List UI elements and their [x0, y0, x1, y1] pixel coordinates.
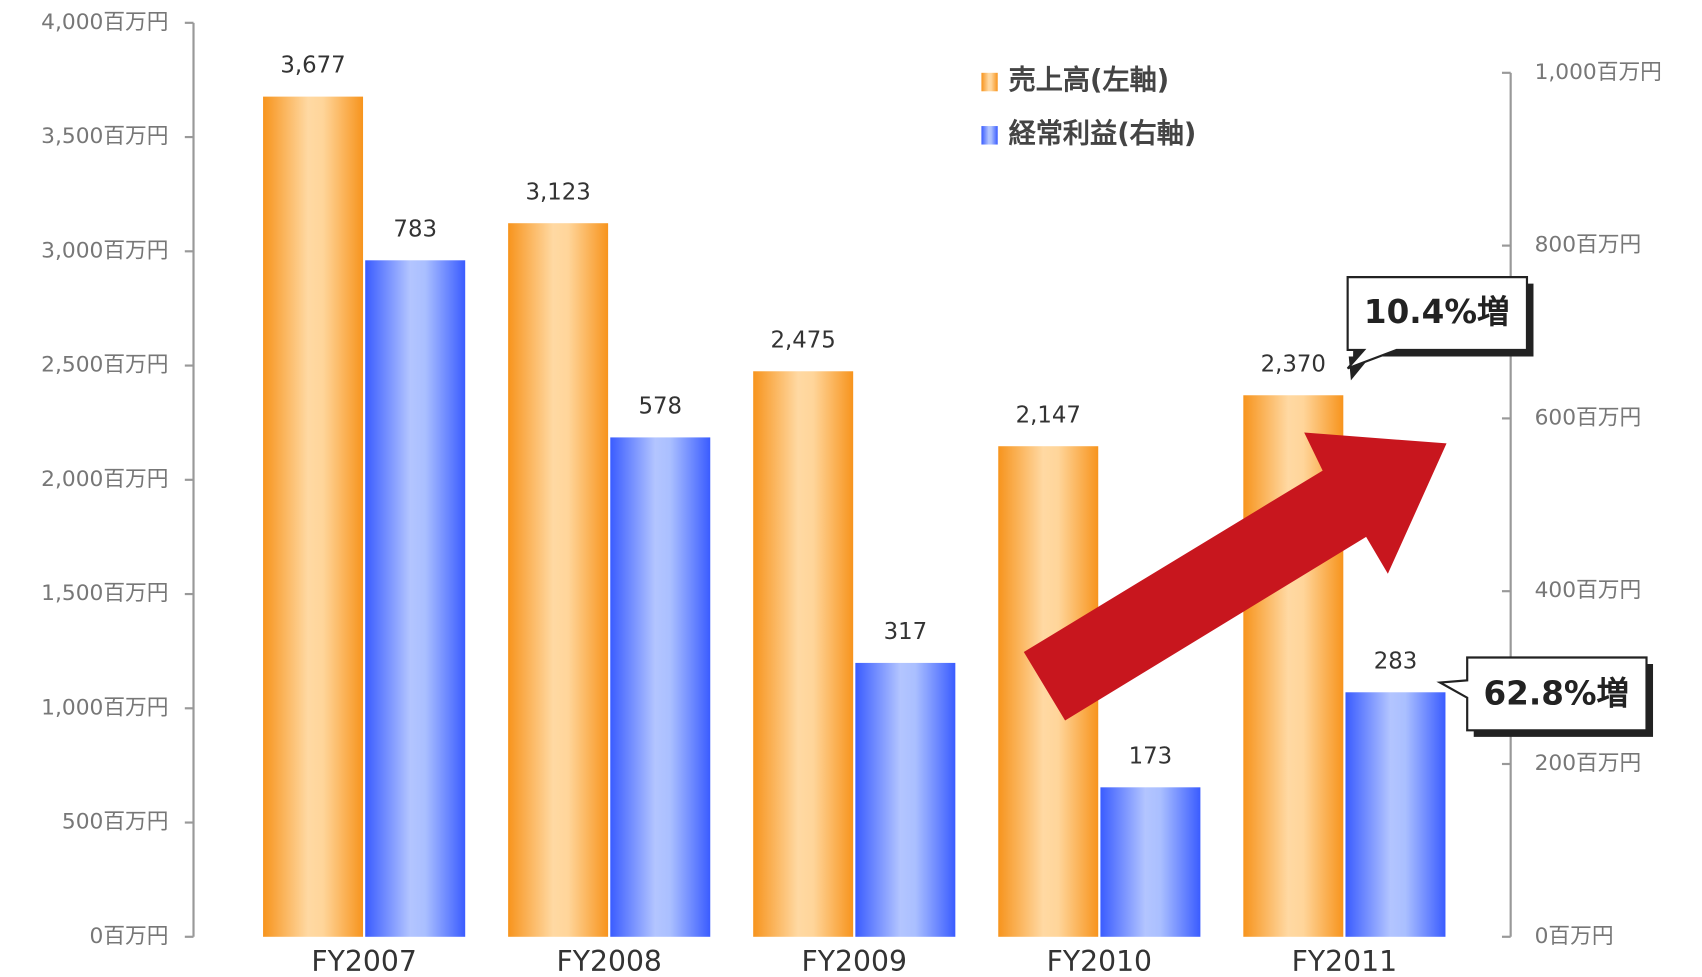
legend-swatch	[981, 126, 998, 145]
y2-tick-label: 1,000百万円	[1535, 60, 1662, 85]
data-label: 578	[638, 393, 682, 419]
bar	[753, 371, 854, 937]
y-tick-label: 1,500百万円	[41, 581, 168, 606]
callout-box	[1436, 656, 1648, 732]
x-tick-label: FY2011	[1292, 945, 1397, 977]
y-tick-label: 1,000百万円	[41, 695, 168, 720]
legend-label: 経常利益(右軸)	[1009, 117, 1197, 149]
callout-2: 62.8%増	[1436, 656, 1654, 737]
data-label: 3,123	[525, 179, 590, 205]
data-label: 2,370	[1261, 351, 1326, 377]
data-label: 783	[393, 216, 437, 242]
bar	[508, 223, 609, 937]
y2-tick-label: 400百万円	[1535, 578, 1642, 603]
bar	[855, 662, 956, 937]
x-tick-label: FY2010	[1047, 945, 1152, 977]
data-label: 173	[1129, 743, 1173, 769]
callout-text: 62.8%増	[1483, 675, 1629, 713]
legend-label: 売上高(左軸)	[1009, 64, 1170, 96]
x-tick-label: FY2008	[556, 945, 661, 977]
legend-swatch	[981, 72, 998, 92]
bar	[610, 437, 711, 937]
callout-box	[1346, 276, 1529, 370]
y2-tick-label: 200百万円	[1535, 751, 1642, 776]
y-tick-label: 2,500百万円	[41, 353, 168, 378]
y2-tick-label: 800百万円	[1535, 233, 1642, 258]
y-tick-label: 0百万円	[90, 924, 169, 949]
data-label: 283	[1374, 648, 1418, 674]
y-tick-label: 3,500百万円	[41, 124, 168, 149]
callout-text: 10.4%増	[1364, 293, 1510, 331]
callout-1: 10.4%増	[1346, 276, 1534, 381]
x-tick-label: FY2007	[311, 945, 416, 977]
y-tick-label: 4,000百万円	[41, 10, 168, 35]
y-tick-label: 3,000百万円	[41, 238, 168, 263]
data-label: 317	[884, 619, 928, 645]
bar	[1345, 692, 1446, 937]
bar	[365, 260, 466, 937]
y2-tick-label: 600百万円	[1535, 405, 1642, 430]
data-label: 2,147	[1016, 402, 1081, 428]
y-tick-label: 2,000百万円	[41, 467, 168, 492]
y2-tick-label: 0百万円	[1535, 924, 1614, 949]
data-label: 3,677	[280, 53, 345, 79]
bar	[1100, 787, 1201, 937]
x-tick-label: FY2009	[802, 945, 907, 977]
data-label: 2,475	[771, 327, 836, 353]
trend-arrow	[1023, 432, 1447, 721]
bar	[263, 96, 364, 937]
y-tick-label: 500百万円	[62, 810, 169, 835]
